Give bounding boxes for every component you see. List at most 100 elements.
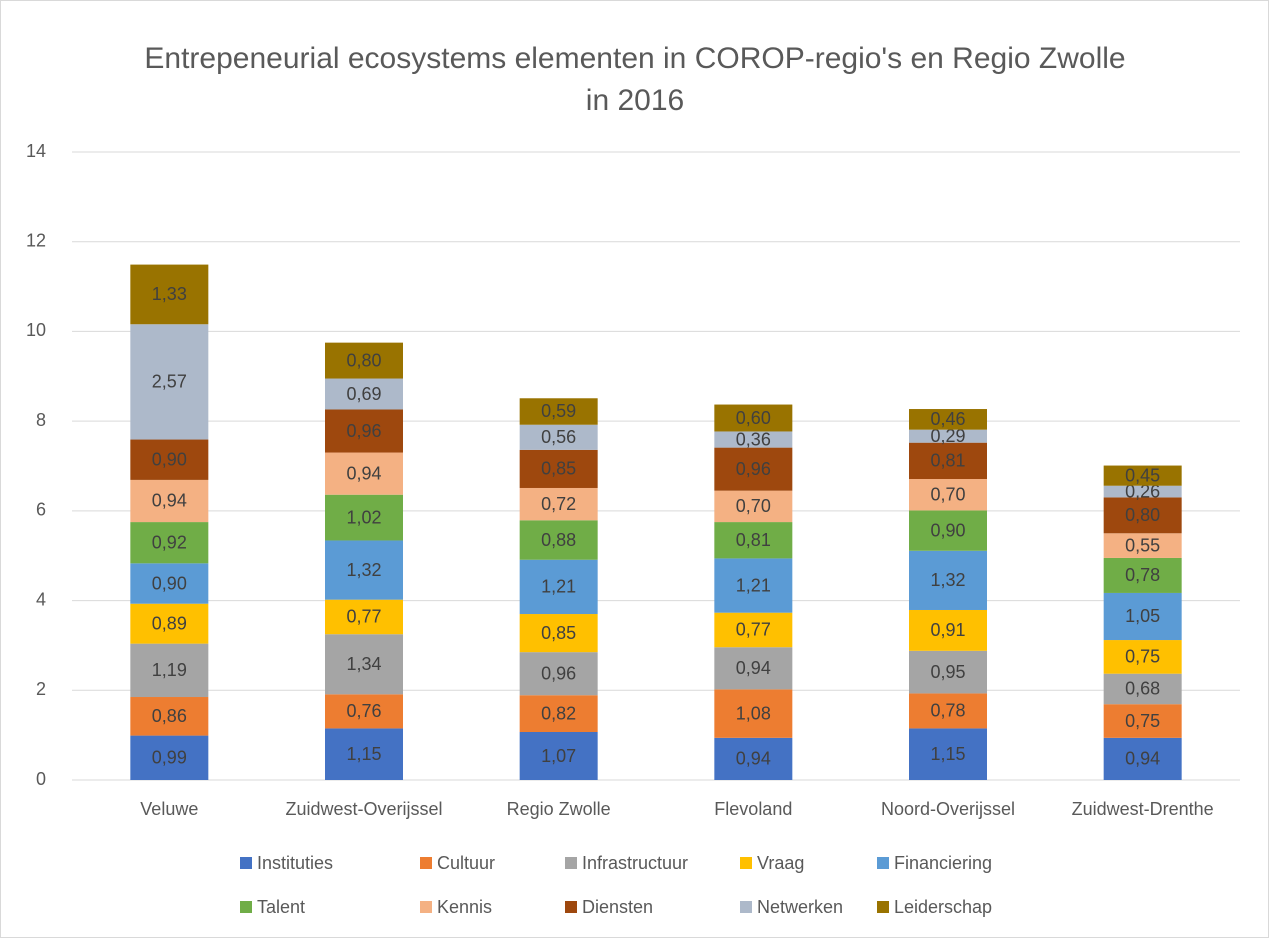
legend-label: Talent (257, 897, 305, 917)
data-label: 0,70 (930, 484, 965, 504)
bar-segment (325, 494, 403, 541)
data-label: 0,81 (736, 530, 771, 550)
data-label: 1,32 (346, 560, 381, 580)
bar-segment (519, 695, 598, 733)
bar-segment (130, 264, 209, 325)
bar-segment (130, 563, 209, 604)
y-tick-label: 10 (26, 320, 46, 340)
legend-label: Diensten (582, 897, 653, 917)
data-label: 0,29 (930, 426, 965, 446)
data-label: 0,89 (152, 613, 187, 633)
bar-segment (1103, 704, 1182, 738)
data-label: 0,45 (1125, 465, 1160, 485)
bar-segment (1103, 673, 1182, 705)
bar-segment (909, 609, 987, 651)
data-label: 0,94 (152, 491, 187, 511)
data-label: 1,15 (930, 744, 965, 764)
data-label: 1,02 (346, 507, 381, 527)
legend-swatch (420, 857, 432, 869)
data-label: 0,94 (736, 658, 771, 678)
data-label: 0,80 (346, 350, 381, 370)
data-label: 0,94 (346, 463, 381, 483)
bar-segment (130, 735, 209, 780)
bar-segment (325, 409, 403, 453)
data-label: 0,78 (1125, 565, 1160, 585)
legend-label: Instituties (257, 853, 333, 873)
bar-segment (519, 520, 598, 560)
y-tick-label: 4 (36, 589, 46, 609)
data-label: 2,57 (152, 372, 187, 392)
data-label: 1,08 (736, 703, 771, 723)
bar-segment (1103, 557, 1182, 593)
data-label: 0,69 (346, 384, 381, 404)
bar-segment (909, 429, 987, 443)
bar-segment (519, 449, 598, 488)
bar-segment (714, 689, 793, 738)
data-label: 0,96 (736, 459, 771, 479)
bar-segment (909, 409, 987, 430)
data-label: 1,34 (346, 654, 381, 674)
x-tick-label: Zuidwest-Drenthe (1072, 799, 1214, 819)
legend-swatch (877, 857, 889, 869)
bar-segment (130, 643, 209, 698)
data-label: 0,77 (736, 620, 771, 640)
x-tick-label: Veluwe (140, 799, 198, 819)
x-tick-label: Zuidwest-Overijssel (285, 799, 442, 819)
bar-segment (519, 732, 598, 780)
data-label: 1,15 (346, 744, 381, 764)
data-label: 0,95 (930, 662, 965, 682)
bar-segment (1103, 640, 1182, 674)
data-label: 0,99 (152, 748, 187, 768)
bar-segment (1103, 737, 1182, 780)
legend-label: Netwerken (757, 897, 843, 917)
data-label: 0,90 (152, 573, 187, 593)
bar-segment (1103, 533, 1182, 558)
bar-segment (325, 599, 403, 635)
bar-segment (130, 324, 209, 440)
bar-segment (130, 439, 209, 480)
data-label: 0,85 (541, 623, 576, 643)
data-label: 0,46 (930, 409, 965, 429)
legend-swatch (565, 857, 577, 869)
legend-swatch (740, 857, 752, 869)
bar-segment (909, 479, 987, 511)
data-label: 0,82 (541, 703, 576, 723)
bar-segment (325, 540, 403, 600)
bar-segment (325, 694, 403, 729)
data-label: 0,75 (1125, 647, 1160, 667)
bar-segment (519, 487, 598, 521)
bar-segment (909, 728, 987, 780)
data-label: 1,32 (930, 570, 965, 590)
legend-swatch (565, 901, 577, 913)
bar-segment (1103, 497, 1182, 534)
bar-segment (909, 550, 987, 610)
bar-segment (325, 728, 403, 780)
y-tick-label: 8 (36, 410, 46, 430)
y-tick-label: 12 (26, 230, 46, 250)
data-label: 1,21 (541, 577, 576, 597)
data-label: 0,85 (541, 459, 576, 479)
bar-segment (909, 693, 987, 729)
data-label: 0,80 (1125, 505, 1160, 525)
bar-segment (714, 431, 793, 448)
bar-segment (130, 603, 209, 644)
bar-segment (130, 697, 209, 736)
legend-swatch (420, 901, 432, 913)
data-label: 0,88 (541, 530, 576, 550)
chart-title: Entrepeneurial ecosystems elementen in C… (144, 42, 1126, 117)
data-label: 0,60 (736, 408, 771, 428)
bar-segment (519, 652, 598, 696)
bar-segment (909, 650, 987, 694)
data-label: 0,90 (930, 520, 965, 540)
bar-segment (714, 612, 793, 648)
x-tick-label: Flevoland (714, 799, 792, 819)
bar-segment (130, 479, 209, 523)
bar-segment (714, 490, 793, 523)
data-label: 0,56 (541, 427, 576, 447)
y-tick-label: 2 (36, 679, 46, 699)
data-label: 0,96 (346, 421, 381, 441)
data-label: 0,55 (1125, 535, 1160, 555)
legend-swatch (240, 901, 252, 913)
